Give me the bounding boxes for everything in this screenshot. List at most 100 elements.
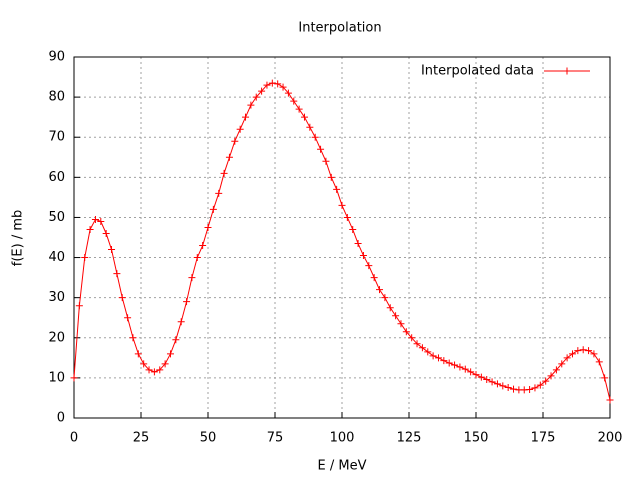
data-point	[279, 83, 287, 91]
data-point	[108, 246, 116, 254]
data-point	[300, 113, 308, 121]
y-axis-label: f(E) / mb	[11, 210, 26, 267]
x-tick-label: 50	[200, 431, 217, 446]
legend-label: Interpolated data	[421, 64, 534, 79]
data-point	[322, 157, 330, 165]
y-tick-label: 0	[57, 411, 65, 426]
data-point	[392, 312, 400, 320]
data-point	[263, 81, 271, 89]
data-point	[552, 366, 560, 374]
data-point	[536, 381, 544, 389]
data-point	[284, 89, 292, 97]
data-point	[258, 87, 266, 95]
data-point	[429, 352, 437, 360]
data-point	[220, 169, 228, 177]
data-point	[467, 368, 475, 376]
data-point	[499, 382, 507, 390]
data-point	[585, 347, 593, 355]
data-point	[563, 354, 571, 362]
data-point	[317, 145, 325, 153]
data-point	[242, 113, 250, 121]
data-point	[568, 350, 576, 358]
data-point	[129, 334, 137, 342]
data-point	[343, 213, 351, 221]
data-point	[204, 223, 212, 231]
data-point	[113, 270, 121, 278]
y-tick-label: 90	[48, 50, 65, 65]
y-tick-label: 10	[48, 370, 65, 385]
x-tick-label: 75	[267, 431, 284, 446]
y-tick-label: 80	[48, 90, 65, 105]
data-point	[81, 254, 89, 262]
y-tick-label: 40	[48, 250, 65, 265]
data-point	[134, 350, 142, 358]
data-point	[472, 371, 480, 379]
data-point	[290, 97, 298, 105]
data-point	[274, 80, 282, 88]
data-point	[156, 366, 164, 374]
data-point	[225, 153, 233, 161]
data-point	[542, 377, 550, 385]
data-point	[311, 133, 319, 141]
data-point	[601, 374, 609, 382]
data-point	[526, 386, 534, 394]
data-point	[493, 380, 501, 388]
data-point	[424, 348, 432, 356]
data-point	[268, 79, 276, 87]
data-point	[408, 334, 416, 342]
data-point	[86, 225, 94, 233]
data-point	[183, 298, 191, 306]
data-point	[215, 189, 223, 197]
data-point	[461, 365, 469, 373]
data-point	[150, 368, 158, 376]
data-point	[97, 217, 105, 225]
data-point	[477, 373, 485, 381]
data-point	[504, 384, 512, 392]
chart-title: Interpolation	[298, 21, 381, 36]
data-point	[590, 350, 598, 358]
data-point	[140, 360, 148, 368]
data-point	[124, 314, 132, 322]
data-point	[483, 375, 491, 383]
x-axis-label: E / MeV	[318, 459, 367, 474]
data-point	[349, 225, 357, 233]
data-point	[231, 137, 239, 145]
data-point	[402, 328, 410, 336]
x-tick-label: 100	[330, 431, 355, 446]
x-tick-label: 200	[598, 431, 623, 446]
data-point	[547, 372, 555, 380]
data-point	[606, 396, 614, 404]
data-point	[386, 304, 394, 312]
data-point	[376, 286, 384, 294]
data-point	[193, 254, 201, 262]
data-point	[327, 173, 335, 181]
y-tick-label: 30	[48, 290, 65, 305]
data-point	[558, 360, 566, 368]
data-point	[381, 294, 389, 302]
data-point	[236, 125, 244, 133]
data-point	[70, 374, 78, 382]
data-point	[252, 93, 260, 101]
data-point	[145, 366, 153, 374]
x-tick-label: 175	[531, 431, 556, 446]
x-tick-label: 25	[133, 431, 150, 446]
data-point	[188, 274, 196, 282]
data-point	[595, 358, 603, 366]
data-point	[488, 378, 496, 386]
data-point	[370, 274, 378, 282]
data-point	[354, 240, 362, 248]
data-point	[456, 363, 464, 371]
data-point	[333, 185, 341, 193]
data-point	[247, 101, 255, 109]
data-point	[413, 340, 421, 348]
data-point	[418, 344, 426, 352]
data-point	[574, 347, 582, 355]
data-point	[75, 302, 83, 310]
x-tick-label: 150	[464, 431, 489, 446]
data-point	[451, 361, 459, 369]
data-point	[510, 385, 518, 393]
data-point	[579, 346, 587, 354]
legend-swatch	[563, 67, 571, 75]
